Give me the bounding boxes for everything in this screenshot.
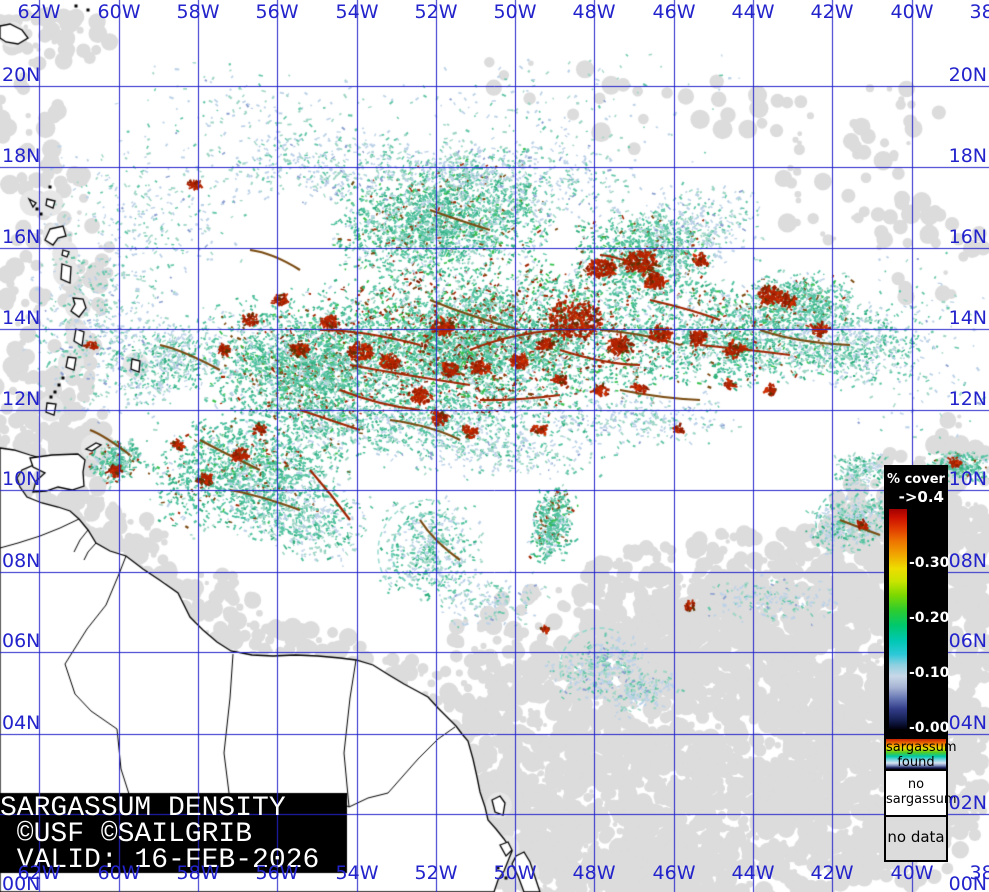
legend-none-line1: no: [907, 777, 925, 792]
colorbar-max-label: ->0.4: [898, 488, 944, 506]
legend-no-data: no data: [884, 817, 948, 862]
colorbar-tick-020: -0.20: [909, 610, 950, 626]
copyright-line: ©USF ©SAILGRIB: [0, 819, 253, 850]
map-title: SARGASSUM DENSITY: [0, 793, 286, 824]
colorbar-title: % cover: [887, 472, 945, 487]
legend-sargassum-found: sargassum found: [884, 737, 957, 771]
colorbar-gradient: [889, 509, 907, 729]
legend-no-sargassum: no sargassum: [884, 771, 957, 817]
colorbar-panel: % cover ->0.4 -0.30 -0.20 -0.10 -0.00: [884, 465, 950, 737]
legend-found-line1: sargassum: [886, 740, 957, 755]
colorbar-tick-010: -0.10: [909, 665, 950, 681]
legend-found-line2: found: [897, 755, 935, 770]
colorbar-tick-030: -0.30: [909, 555, 950, 571]
infobox: SARGASSUM DENSITY ©USF ©SAILGRIB VALID: …: [0, 793, 347, 876]
colorbar-tick-000: -0.00: [909, 720, 950, 736]
legend-none-line2: sargassum: [886, 792, 957, 807]
valid-date-line: VALID: 16-FEB-2026: [0, 845, 320, 876]
legend: % cover ->0.4 -0.30 -0.20 -0.10 -0.00 sarga…: [884, 465, 957, 862]
